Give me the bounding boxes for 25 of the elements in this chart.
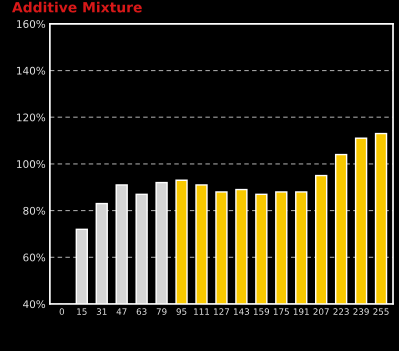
y-tick-label: 80% — [23, 206, 46, 215]
y-tick-label: 120% — [17, 113, 46, 122]
chart-title: Additive Mixture — [12, 2, 142, 13]
x-tick-label: 111 — [194, 308, 210, 315]
x-tick-label: 223 — [333, 308, 349, 315]
x-tick-label: 79 — [156, 308, 167, 315]
x-tick-label: 159 — [254, 308, 270, 315]
x-tick-label: 239 — [353, 308, 369, 315]
x-tick-label: 207 — [313, 308, 329, 315]
x-tick-label: 175 — [274, 308, 289, 315]
x-tick-label: 47 — [116, 308, 127, 315]
x-tick-label: 63 — [136, 308, 147, 315]
y-tick-label: 140% — [17, 66, 46, 75]
x-tick-label: 31 — [96, 308, 107, 315]
y-tick-label: 60% — [23, 254, 46, 262]
x-tick-label: 0 — [60, 308, 64, 315]
x-tick-label: 143 — [234, 308, 250, 315]
y-tick-label: 160% — [17, 20, 46, 28]
x-tick-label: 15 — [77, 308, 87, 315]
x-tick-label: 95 — [176, 308, 186, 315]
y-tick-label: 40% — [23, 300, 46, 308]
x-tick-label: 255 — [373, 308, 389, 315]
x-tick-label: 191 — [294, 308, 309, 315]
y-tick-label: 100% — [17, 160, 46, 168]
x-tick-label: 127 — [214, 308, 230, 315]
